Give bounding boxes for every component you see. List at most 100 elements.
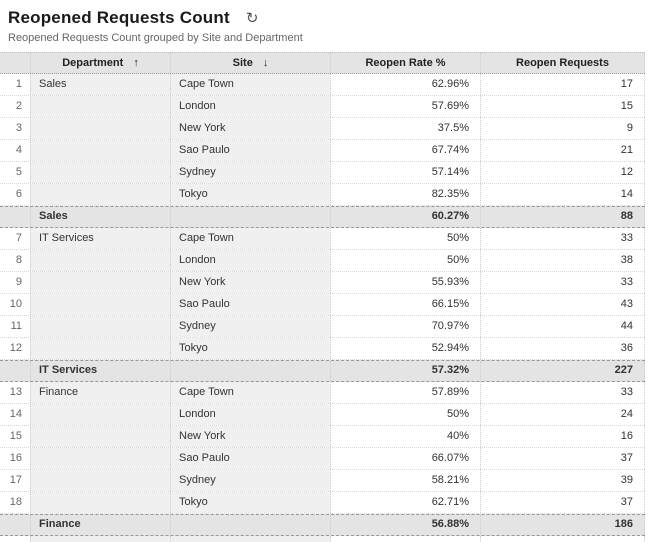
cell-reopen-requests: 37 [480,492,645,513]
cell-reopen-requests: 16 [480,426,645,447]
table-row: 1 Sales Cape Town 62.96% 17 [0,74,645,96]
row-number: 3 [0,118,30,139]
table-row: 4 Sao Paulo 67.74% 21 [0,140,645,162]
header-site[interactable]: Site ↓ [170,53,330,73]
cell-reopen-rate: 62.96% [330,74,480,95]
cell-department [30,426,170,447]
refresh-icon[interactable]: ↻ [245,9,259,27]
cell-reopen-rate: 37.5% [330,118,480,139]
cell-reopen-rate: 56.88% [330,515,480,535]
table-body: 1 Sales Cape Town 62.96% 17 2 London 57.69% 15 3 N… [0,74,645,536]
cell-site: New York [170,272,330,293]
cell-reopen-requests: 44 [480,316,645,337]
sort-asc-icon[interactable]: ↑ [133,57,139,69]
row-number: 16 [0,448,30,469]
cell-reopen-rate: 52.94% [330,338,480,359]
cell-site: Sao Paulo [170,294,330,315]
cell-department [30,492,170,513]
cell-site: New York [170,426,330,447]
cell-reopen-requests: 9 [480,118,645,139]
cell-reopen-rate: 50% [330,228,480,249]
cell-department: IT Services [30,361,170,381]
cell-reopen-requests: 39 [480,470,645,491]
cell-reopen-rate: 57.89% [330,382,480,403]
filler-requests [480,536,645,542]
cell-reopen-rate: 57.32% [330,361,480,381]
cell-reopen-requests: 38 [480,250,645,271]
cell-site: Tokyo [170,338,330,359]
cell-site: Sydney [170,162,330,183]
cell-site: Sao Paulo [170,140,330,161]
cell-site: Cape Town [170,228,330,249]
page-title: Reopened Requests Count [8,8,230,27]
cell-department [30,470,170,491]
header-reopen-rate[interactable]: Reopen Rate % [330,53,480,73]
filler-row-number [0,536,30,542]
cell-reopen-rate: 67.74% [330,140,480,161]
sort-desc-icon[interactable]: ↓ [262,57,269,69]
table-row: 17 Sydney 58.21% 39 [0,470,645,492]
cell-reopen-rate: 40% [330,426,480,447]
cell-site: London [170,404,330,425]
row-number: 6 [0,184,30,205]
cell-site [170,207,330,227]
row-number: 2 [0,96,30,117]
cell-reopen-requests: 37 [480,448,645,469]
header-department-label: Department [62,57,124,69]
table-row: 2 London 57.69% 15 [0,96,645,118]
cell-site: Tokyo [170,492,330,513]
cell-reopen-requests: 24 [480,404,645,425]
cell-reopen-requests: 33 [480,228,645,249]
cell-reopen-rate: 66.15% [330,294,480,315]
table-row: 5 Sydney 57.14% 12 [0,162,645,184]
cell-department: Sales [30,74,170,95]
cell-department: Sales [30,207,170,227]
cell-department [30,118,170,139]
table-header-row: Department ↑ Site ↓ Reopen Rate % Reopen R… [0,52,645,74]
cell-reopen-rate: 66.07% [330,448,480,469]
cell-site: New York [170,118,330,139]
summary-row: IT Services 57.32% 227 [0,360,645,382]
row-number: 13 [0,382,30,403]
cell-reopen-rate: 62.71% [330,492,480,513]
row-number: 14 [0,404,30,425]
cell-department: IT Services [30,228,170,249]
cell-department [30,448,170,469]
table-filler-row [0,536,645,542]
cell-department [30,338,170,359]
header-reopen-requests-label: Reopen Requests [516,57,609,69]
page-subtitle: Reopened Requests Count grouped by Site … [8,32,303,44]
table-row: 7 IT Services Cape Town 50% 33 [0,228,645,250]
row-number: 18 [0,492,30,513]
cell-reopen-rate: 55.93% [330,272,480,293]
cell-department [30,162,170,183]
cell-department [30,316,170,337]
cell-reopen-requests: 227 [480,361,645,381]
table-row: 15 New York 40% 16 [0,426,645,448]
cell-reopen-requests: 12 [480,162,645,183]
cell-reopen-rate: 50% [330,250,480,271]
cell-department: Finance [30,515,170,535]
cell-reopen-rate: 82.35% [330,184,480,205]
row-number: 1 [0,74,30,95]
header-reopen-requests[interactable]: Reopen Requests [480,53,645,73]
row-number: 11 [0,316,30,337]
table-row: 3 New York 37.5% 9 [0,118,645,140]
cell-site [170,361,330,381]
header-department[interactable]: Department ↑ [30,53,170,73]
header-row-number [0,53,30,73]
row-number: 4 [0,140,30,161]
cell-reopen-requests: 36 [480,338,645,359]
cell-reopen-rate: 57.69% [330,96,480,117]
header-reopen-rate-label: Reopen Rate % [365,57,446,69]
summary-row: Finance 56.88% 186 [0,514,645,536]
table-row: 11 Sydney 70.97% 44 [0,316,645,338]
cell-site: Sydney [170,470,330,491]
cell-department [30,250,170,271]
cell-reopen-rate: 70.97% [330,316,480,337]
cell-reopen-requests: 186 [480,515,645,535]
header-site-label: Site [232,57,253,69]
cell-reopen-requests: 88 [480,207,645,227]
cell-site: London [170,250,330,271]
row-number: 10 [0,294,30,315]
